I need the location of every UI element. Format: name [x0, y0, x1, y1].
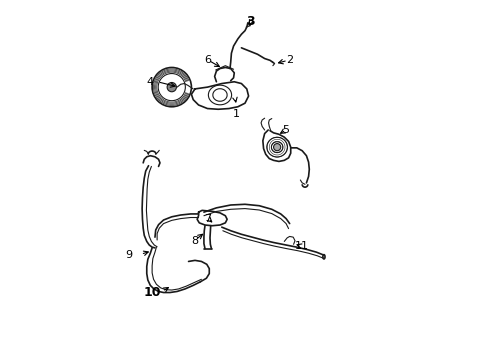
Text: 11: 11: [295, 241, 309, 251]
Text: 10: 10: [144, 286, 161, 299]
Text: 5: 5: [283, 125, 290, 135]
Text: 3: 3: [246, 14, 255, 27]
Text: 8: 8: [192, 236, 198, 246]
Text: 9: 9: [125, 250, 132, 260]
Text: 2: 2: [286, 55, 293, 65]
Text: 7: 7: [204, 214, 211, 224]
Circle shape: [273, 144, 281, 151]
Text: 1: 1: [233, 109, 240, 119]
Text: 4: 4: [147, 77, 154, 87]
Circle shape: [167, 82, 176, 92]
Text: 6: 6: [204, 55, 211, 65]
